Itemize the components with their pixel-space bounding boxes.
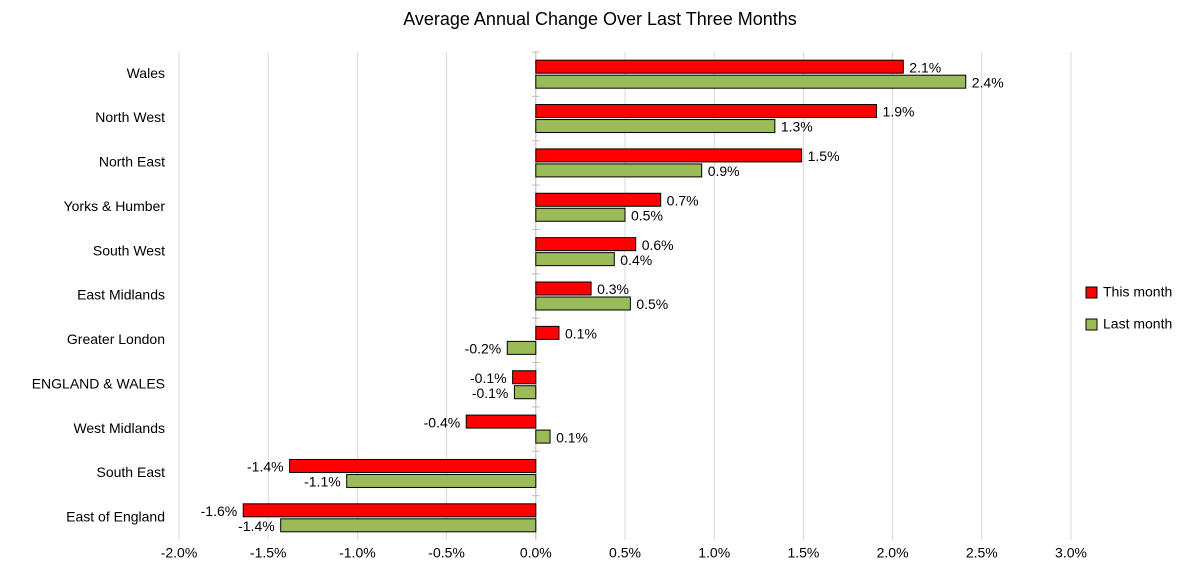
bar [535,148,803,163]
bar [535,296,631,311]
data-label: -1.4% [247,459,284,475]
x-tick-label: 2.5% [966,545,998,561]
data-label: 0.5% [636,296,668,312]
bar [535,325,560,340]
data-label: 0.4% [620,252,652,268]
bar [535,192,662,207]
bar [535,237,637,252]
bar [506,340,537,355]
y-tick-label: West Midlands [73,420,165,436]
data-label: -1.1% [304,474,341,490]
y-tick-label: South East [97,464,166,480]
x-tick-label: 2.0% [877,545,909,561]
y-tick-label: South West [93,242,165,258]
x-tick-label: -1.5% [250,545,287,561]
bar [535,252,615,267]
data-label: -0.2% [465,341,502,357]
data-label: 2.1% [909,59,941,75]
data-label: -0.1% [470,370,507,386]
bar [535,163,703,178]
bar [346,473,537,488]
y-tick-label: ENGLAND & WALES [32,375,165,391]
data-label: -1.6% [201,503,238,519]
y-tick-label: East Midlands [77,287,165,303]
x-tick-label: 1.5% [787,545,819,561]
bar [535,74,967,89]
x-tick-label: 3.0% [1055,545,1087,561]
chart-title: Average Annual Change Over Last Three Mo… [403,9,797,29]
bar [535,59,904,74]
data-label: 0.7% [667,192,699,208]
y-tick-label: Wales [127,65,165,81]
legend-label: This month [1103,284,1172,300]
x-tick-label: 1.0% [698,545,730,561]
x-tick-label: 0.5% [609,545,641,561]
data-label: 1.5% [808,148,840,164]
data-label: 1.9% [883,104,915,120]
bar [535,281,592,296]
y-tick-label: East of England [66,509,165,525]
bar [512,370,537,385]
y-tick-label: Yorks & Humber [64,198,166,214]
y-tick-label: Greater London [67,331,165,347]
x-tick-label: -0.5% [428,545,465,561]
bar [242,503,537,518]
data-label: -0.4% [424,414,461,430]
x-tick-label: -1.0% [339,545,376,561]
data-label: 0.3% [597,281,629,297]
bar [289,458,537,473]
data-label: 0.6% [642,237,674,253]
y-tick-label: North West [95,109,165,125]
x-tick-label: 0.0% [520,545,552,561]
data-label: -1.4% [238,518,275,534]
bar [535,104,878,119]
data-label: 0.9% [708,163,740,179]
bar [535,119,776,134]
bar [535,207,626,222]
bar [280,518,537,533]
data-label: 0.5% [631,207,663,223]
x-tick-label: -2.0% [161,545,198,561]
legend-label: Last month [1103,316,1172,332]
y-tick-label: North East [99,154,165,170]
legend-swatch [1085,318,1098,331]
data-label: 0.1% [556,429,588,445]
data-label: 1.3% [781,119,813,135]
data-label: -0.1% [472,385,509,401]
data-label: 2.4% [972,74,1004,90]
bar [465,414,537,429]
legend-swatch [1085,286,1098,299]
bar [513,385,537,400]
data-label: 0.1% [565,326,597,342]
bar [535,429,551,444]
